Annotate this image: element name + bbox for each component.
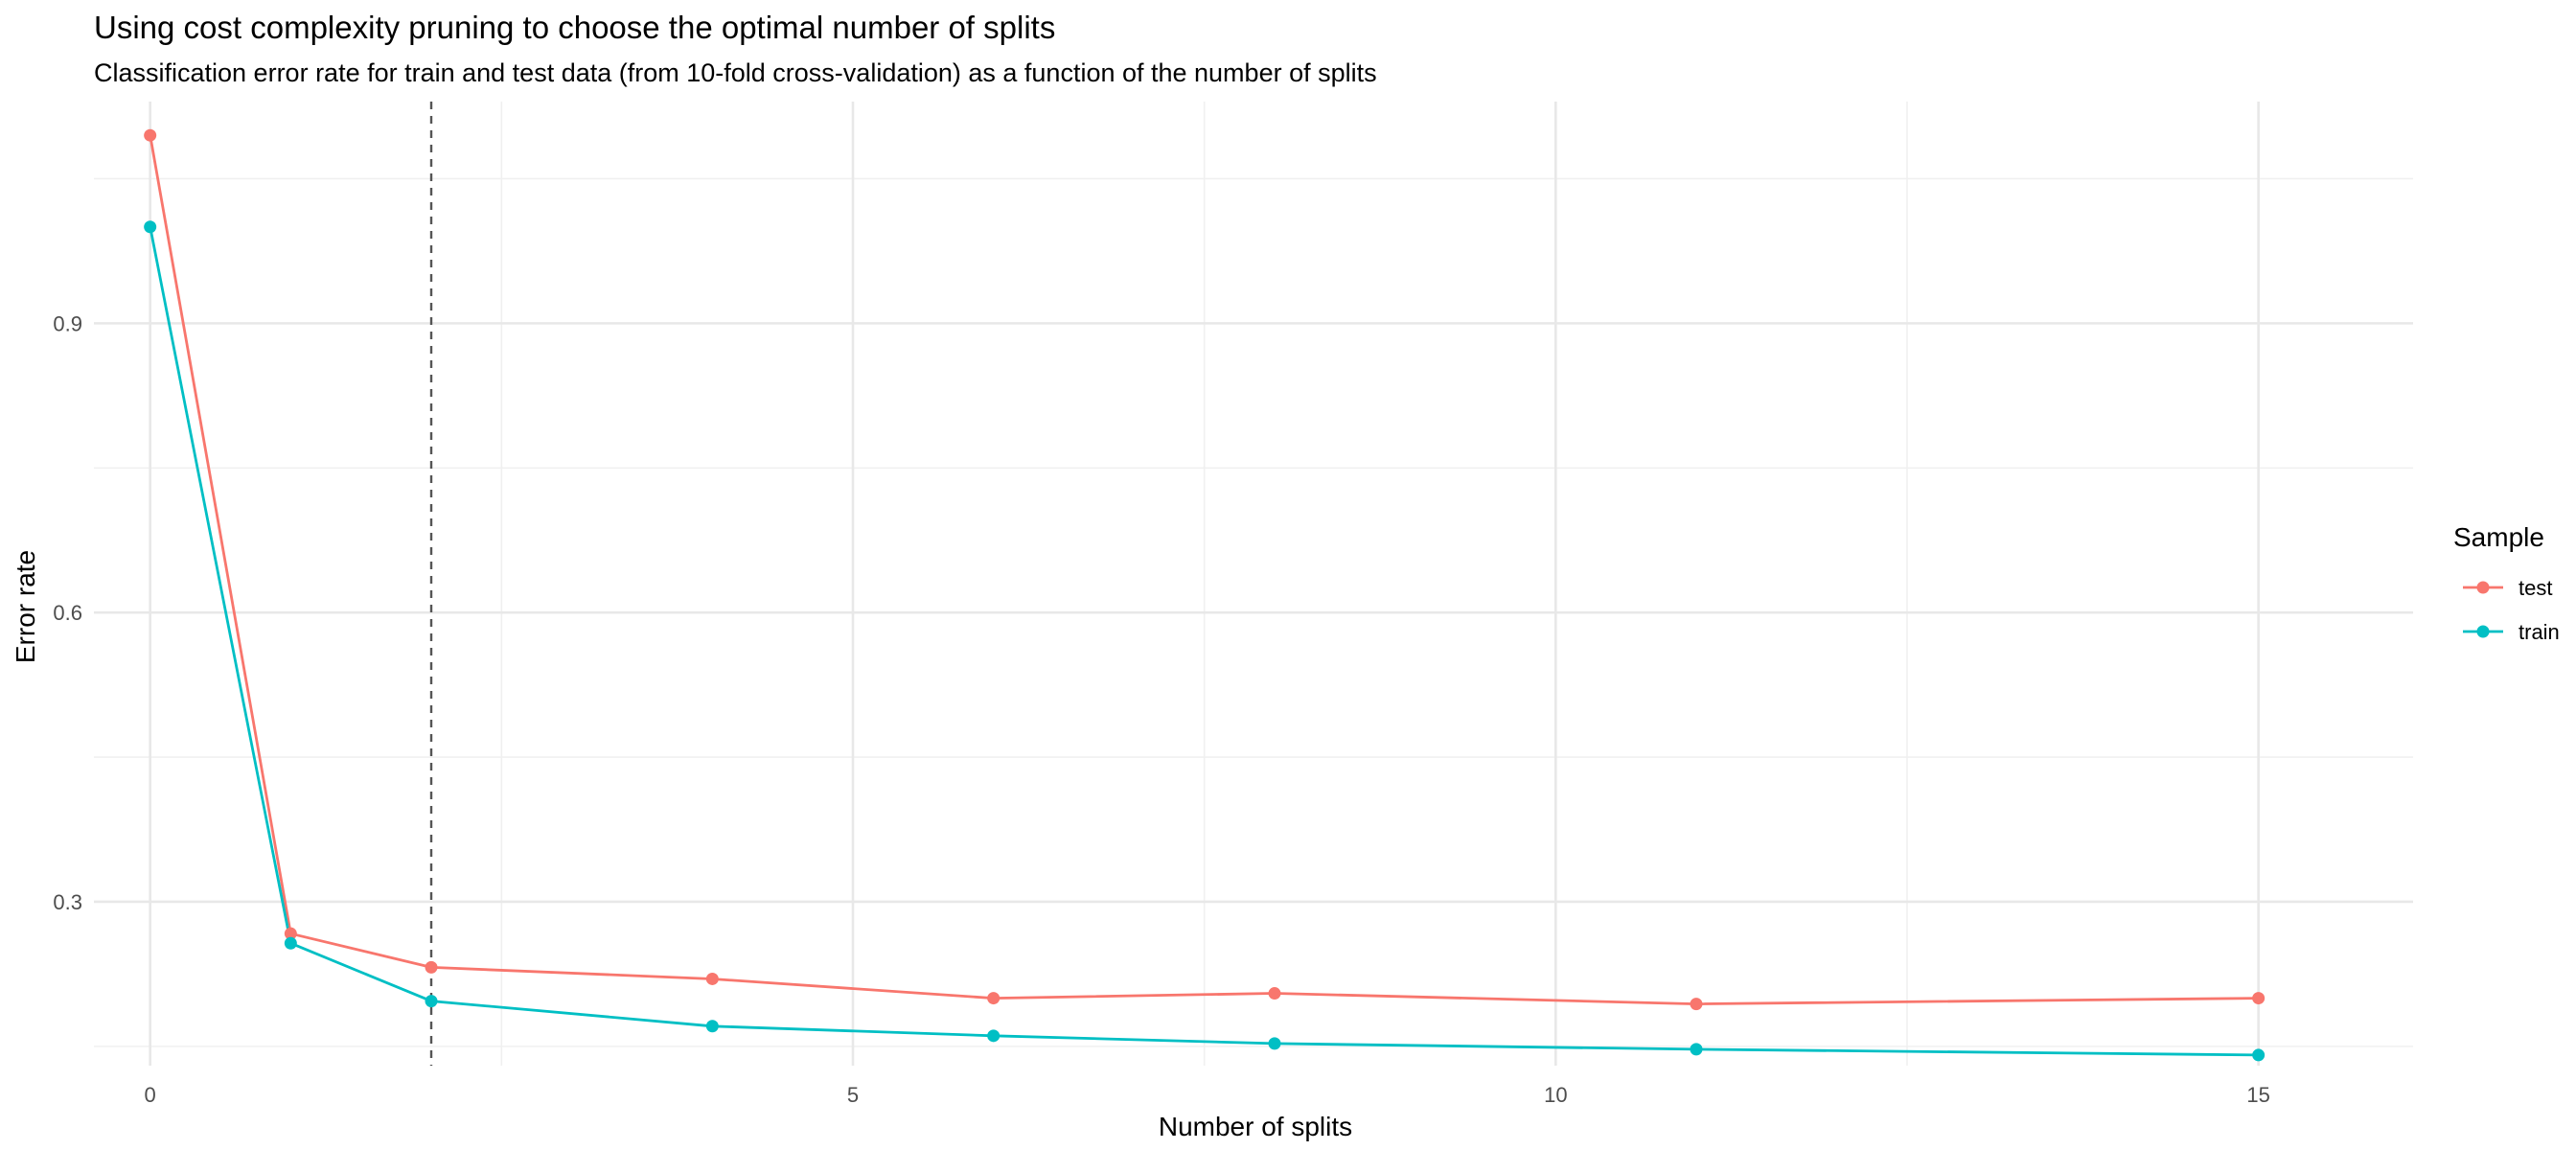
x-tick-label: 5 [847,1083,859,1107]
data-point-test [1268,987,1281,1000]
y-axis-title: Error rate [11,550,40,663]
data-point-test [425,960,438,974]
y-tick-label: 0.6 [53,601,82,625]
major-gridlines [94,102,2413,1066]
series-lines [149,134,2259,1057]
minor-gridlines [94,102,2413,1066]
legend: Sample test train [2453,522,2560,644]
data-point-test [144,128,157,142]
y-tick-label: 0.3 [53,890,82,914]
data-point-train [284,936,297,950]
data-point-test [705,972,719,985]
series-line-test [149,134,2259,1005]
legend-key-point-train [2476,625,2490,638]
series-line-train [149,226,2259,1057]
chart-subtitle: Classification error rate for train and … [94,58,1377,87]
data-point-test [987,992,1000,1005]
legend-key-point-test [2476,581,2490,594]
legend-items: test train [2463,576,2560,644]
data-point-train [1690,1043,1703,1056]
data-point-train [705,1020,719,1033]
x-axis-ticks: 0 5 10 15 [145,1083,2270,1107]
x-tick-label: 15 [2246,1083,2269,1107]
y-tick-label: 0.9 [53,311,82,335]
series-points [144,128,2266,1062]
legend-label-test: test [2518,576,2552,600]
x-tick-label: 0 [145,1083,156,1107]
data-point-train [425,995,438,1008]
data-point-train [1268,1037,1281,1050]
legend-label-train: train [2518,620,2560,644]
legend-title: Sample [2453,522,2544,552]
chart-title: Using cost complexity pruning to choose … [94,10,1055,45]
data-point-test [284,927,297,940]
data-point-test [1690,998,1703,1011]
data-point-test [2252,992,2266,1005]
data-point-train [2252,1048,2266,1062]
y-axis-ticks: 0.3 0.6 0.9 [53,311,82,914]
x-tick-label: 10 [1544,1083,1567,1107]
x-axis-title: Number of splits [1159,1112,1352,1141]
data-point-train [987,1029,1000,1043]
data-point-train [144,220,157,234]
